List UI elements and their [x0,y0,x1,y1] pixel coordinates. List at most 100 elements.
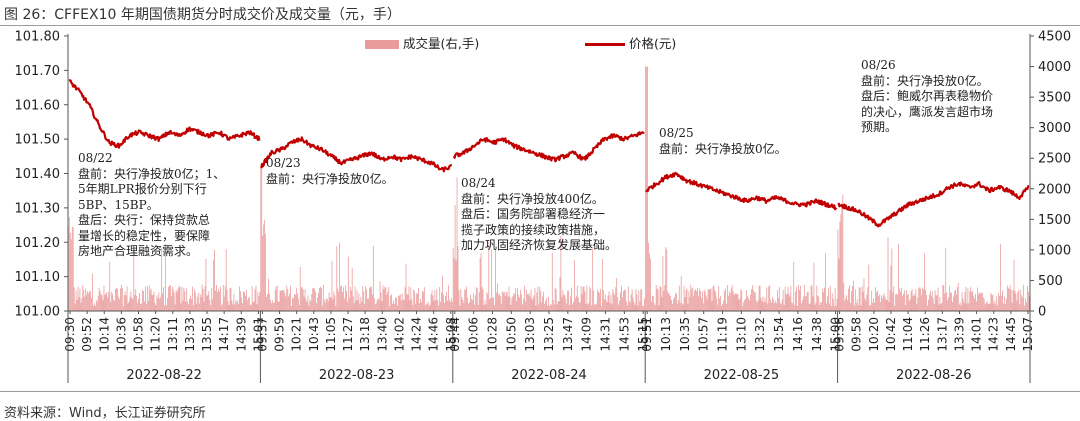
volume-bar [953,296,954,311]
volume-bar [732,291,734,311]
volume-bar [599,293,600,311]
volume-bar [912,295,914,311]
volume-bar [201,284,203,311]
annotation-line: 盘后：央行：保持贷款总 [78,213,211,227]
volume-bar [433,300,435,311]
legend-volume-swatch [365,40,399,49]
volume-bar [375,303,377,311]
volume-bar [85,288,87,311]
price-line [452,131,645,163]
volume-bar [686,288,688,311]
volume-bar [950,292,951,311]
volume-bar [264,220,266,311]
volume-bar [857,305,859,311]
volume-bar [651,295,653,311]
volume-bar [351,267,353,311]
volume-bar [930,296,932,311]
volume-bar [866,294,868,311]
volume-bar [190,295,191,311]
volume-bar [638,290,640,311]
volume-bar [480,252,482,311]
volume-bar [948,297,949,311]
volume-bar [144,286,146,311]
volume-bar [124,291,126,311]
volume-bar [728,291,730,311]
volume-bar [621,285,622,311]
volume-bar [230,287,232,311]
x-tick-label: 14:02 [392,317,406,352]
volume-bar [195,303,197,311]
volume-bar [309,299,311,311]
volume-bar [158,292,160,311]
volume-bar [519,297,520,311]
volume-bar [163,287,165,311]
volume-bar [927,305,928,311]
volume-bar [926,295,927,311]
volume-bar [332,299,334,311]
legend-volume: 成交量(右,手) [365,33,479,52]
volume-bar [189,298,190,311]
volume-bar [227,301,229,311]
volume-bar [75,290,77,311]
volume-bar [754,292,756,311]
x-tick-label: 11:26 [918,317,932,352]
volume-bar [244,292,245,311]
volume-bar [996,296,998,311]
volume-bar [76,300,78,311]
volume-bar [776,303,777,311]
volume-bar [102,299,104,311]
volume-bar [751,285,753,311]
volume-bar [903,293,904,311]
volume-bar [307,295,309,311]
x-tick-label: 10:35 [678,317,692,352]
volume-bar [704,291,706,311]
volume-bar [1009,285,1011,311]
volume-bar [444,303,445,311]
volume-bar [911,288,913,311]
volume-bar [775,300,776,311]
volume-bar [84,296,86,311]
x-tick-label: 14:24 [410,317,424,352]
volume-bar [328,292,330,311]
volume-bar [701,291,703,311]
volume-bar [791,302,793,311]
volume-bar [863,278,865,311]
volume-bar [389,306,391,311]
price-line [260,136,453,173]
volume-bar [600,305,602,311]
volume-bar [653,303,655,311]
volume-bar [422,290,423,311]
volume-bar [495,249,496,311]
annotation-line: 盘前：央行净投放0亿。 [266,171,394,186]
volume-bar [186,288,188,311]
volume-bar [967,288,969,311]
annotation-0822: 08/22 盘前：央行净投放0亿；1、 5年期LPR报价分别下行 5BP、15B… [78,151,225,260]
legend-volume-label: 成交量(右,手) [403,36,480,51]
volume-bar [272,303,274,311]
volume-bar [204,286,206,311]
volume-bar [725,288,726,311]
volume-bar [501,291,503,311]
volume-bar [532,298,534,311]
volume-bar [943,285,945,311]
volume-bar [567,290,569,311]
x-tick-label: 10:06 [467,317,481,352]
volume-bar [982,297,984,311]
volume-bar [898,243,899,311]
volume-bar [1010,289,1012,311]
x-tick-label: 09:30 [63,317,77,352]
volume-bar [613,292,615,311]
volume-bar [198,303,200,311]
volume-bar [1016,300,1018,311]
annotation-line: 房地产合理融资需求。 [78,244,199,258]
volume-bar [330,297,332,311]
volume-bar [89,291,90,311]
volume-bar [929,290,931,311]
volume-bar [512,296,514,311]
volume-bar [804,296,806,311]
volume-bar [1015,294,1017,311]
volume-bar [437,300,439,311]
volume-bar [1029,296,1030,311]
volume-bar [129,296,131,311]
volume-bar [858,287,860,311]
